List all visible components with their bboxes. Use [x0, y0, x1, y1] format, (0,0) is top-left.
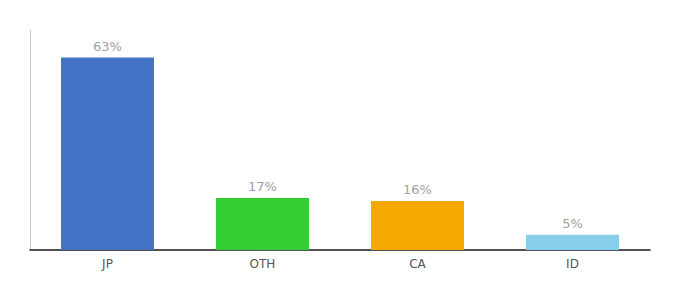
svg-text:17%: 17% — [248, 179, 277, 194]
svg-text:CA: CA — [409, 257, 426, 271]
svg-text:ID: ID — [566, 257, 579, 271]
svg-text:OTH: OTH — [250, 257, 276, 271]
svg-text:JP: JP — [101, 257, 113, 271]
svg-text:5%: 5% — [562, 216, 583, 231]
svg-text:16%: 16% — [403, 182, 432, 197]
svg-text:63%: 63% — [93, 39, 122, 54]
